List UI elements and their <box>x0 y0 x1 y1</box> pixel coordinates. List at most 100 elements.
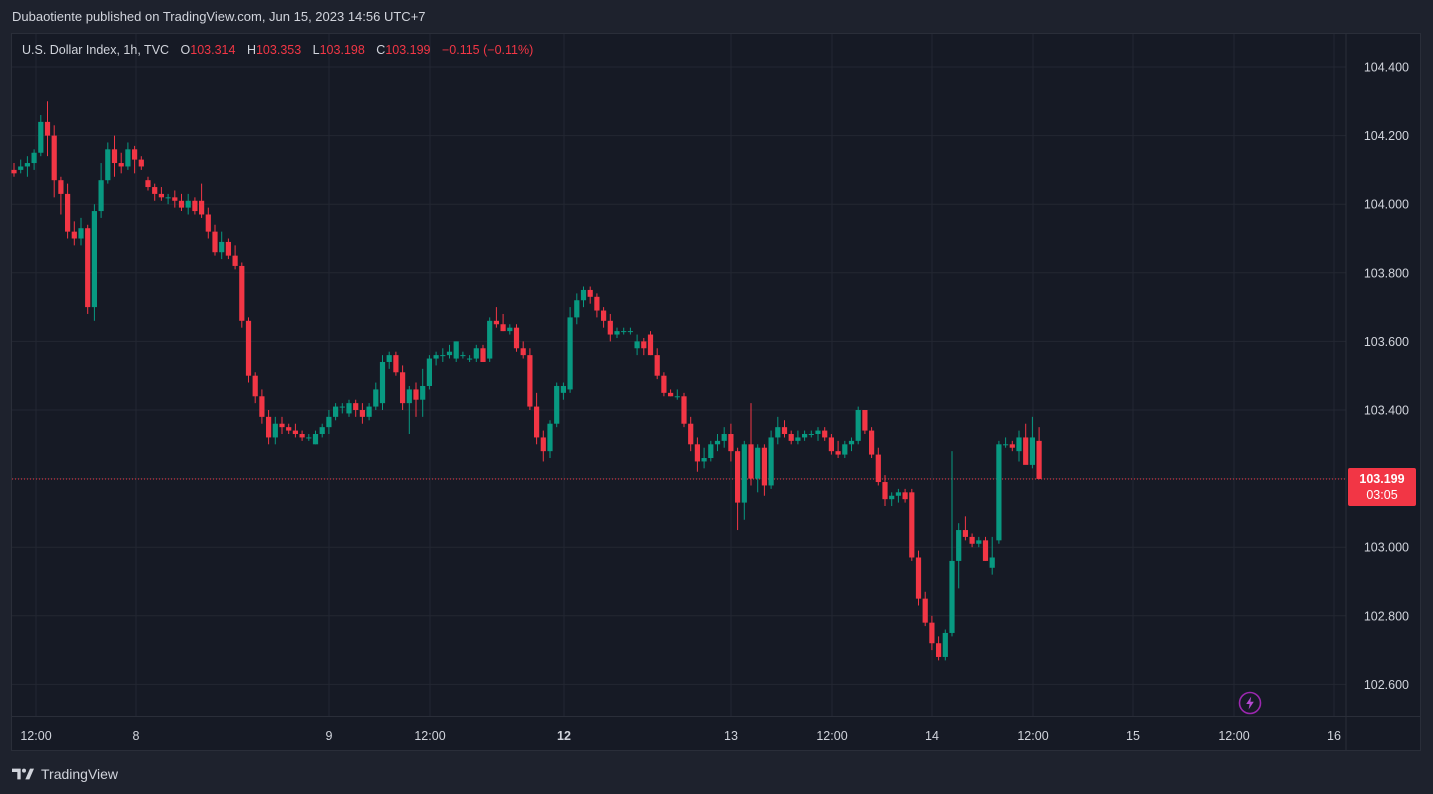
low-label: L <box>312 43 320 57</box>
candle-body <box>1023 437 1029 465</box>
candle-body <box>681 396 687 424</box>
candle-body <box>31 152 37 164</box>
candle-body <box>165 197 171 199</box>
candle-body <box>768 437 774 486</box>
last-price-value: 103.199 <box>1359 472 1405 486</box>
candle-body <box>299 434 305 438</box>
candle-body <box>111 149 118 164</box>
candle-body <box>741 444 747 503</box>
candle-body <box>922 598 928 623</box>
candle-body <box>286 427 292 431</box>
candle-body <box>24 163 30 167</box>
candle-body <box>781 427 788 435</box>
candle-body <box>607 320 613 335</box>
candle-body <box>219 241 225 253</box>
candle-body <box>467 358 473 360</box>
candle-body <box>440 355 446 357</box>
candle-body <box>614 331 620 335</box>
candle-body <box>574 300 580 318</box>
candle-body <box>339 406 345 408</box>
candle-body <box>848 440 855 445</box>
candle-body <box>373 389 379 407</box>
candle-body <box>1009 444 1015 448</box>
candle-body <box>929 622 935 644</box>
candle-body <box>346 403 352 414</box>
candle-body <box>527 355 533 407</box>
x-tick-label: 12:00 <box>816 729 847 743</box>
candle-body <box>701 458 707 462</box>
candle-body <box>547 423 553 452</box>
candle-body <box>822 430 828 438</box>
bar-countdown: 03:05 <box>1366 488 1398 502</box>
candle-body <box>460 355 466 357</box>
candle-body <box>44 121 51 136</box>
candle-body <box>534 406 540 438</box>
candle-body <box>962 530 968 537</box>
candle-body <box>661 375 667 393</box>
open-value: 103.314 <box>190 43 236 57</box>
low-value: 103.198 <box>319 43 365 57</box>
candle-body <box>105 149 111 181</box>
candle-body <box>942 632 948 657</box>
candle-body <box>473 348 479 359</box>
candle-body <box>446 351 453 356</box>
candle-body <box>895 492 901 496</box>
y-tick-label: 102.600 <box>1364 678 1409 692</box>
candle-body <box>292 430 298 435</box>
candle-body <box>480 348 486 362</box>
candle-body <box>259 396 265 417</box>
candle-body <box>118 163 124 167</box>
candle-body <box>406 389 412 404</box>
y-tick-label: 103.000 <box>1364 541 1409 555</box>
candle-body <box>647 334 654 356</box>
candle-body <box>400 372 406 404</box>
candle-body <box>855 410 861 441</box>
candle-body <box>540 437 546 452</box>
candle-body <box>976 540 982 544</box>
high-label: H <box>246 43 256 57</box>
candle-body <box>882 482 888 500</box>
close-value: 103.199 <box>385 43 431 57</box>
candle-body <box>125 149 131 167</box>
candle-body <box>560 385 566 393</box>
candle-body <box>842 444 848 455</box>
change-value: −0.115 (−0.11%) <box>441 43 534 57</box>
candle-body <box>353 403 359 410</box>
candle-body <box>1029 437 1035 465</box>
candle-body <box>51 135 57 181</box>
candle-body <box>38 121 44 153</box>
candle-body <box>889 495 895 500</box>
candle-body <box>708 444 714 459</box>
candle-body <box>748 444 754 479</box>
candle-body <box>755 447 761 479</box>
candle-body <box>138 159 144 167</box>
candle-body <box>869 430 875 455</box>
candle-body <box>634 341 640 349</box>
candle-body <box>152 187 158 194</box>
candle-body <box>788 434 794 441</box>
candle-body <box>828 437 834 452</box>
y-tick-label: 104.200 <box>1364 129 1409 143</box>
candle-body <box>232 255 238 266</box>
tradingview-logo-icon <box>12 768 34 780</box>
candle-body <box>319 427 325 435</box>
candle-body <box>554 385 560 424</box>
chart-panel[interactable] <box>11 33 1421 751</box>
candle-body <box>982 540 989 561</box>
candle-body <box>674 396 680 398</box>
footer-brand[interactable]: TradingView <box>12 765 118 783</box>
symbol-info[interactable]: U.S. Dollar Index, 1h, TVC <box>22 43 170 57</box>
candle-body <box>728 434 734 452</box>
candle-body <box>996 444 1002 541</box>
candle-body <box>815 430 821 435</box>
candle-body <box>1036 440 1042 479</box>
lightning-icon[interactable] <box>1238 691 1262 715</box>
candle-body <box>654 355 660 376</box>
candle-body <box>668 392 674 397</box>
candle-body <box>775 427 781 438</box>
x-tick-label: 13 <box>724 729 738 743</box>
candle-body <box>78 228 84 239</box>
y-tick-label: 103.800 <box>1364 266 1409 280</box>
candle-body <box>989 557 995 568</box>
